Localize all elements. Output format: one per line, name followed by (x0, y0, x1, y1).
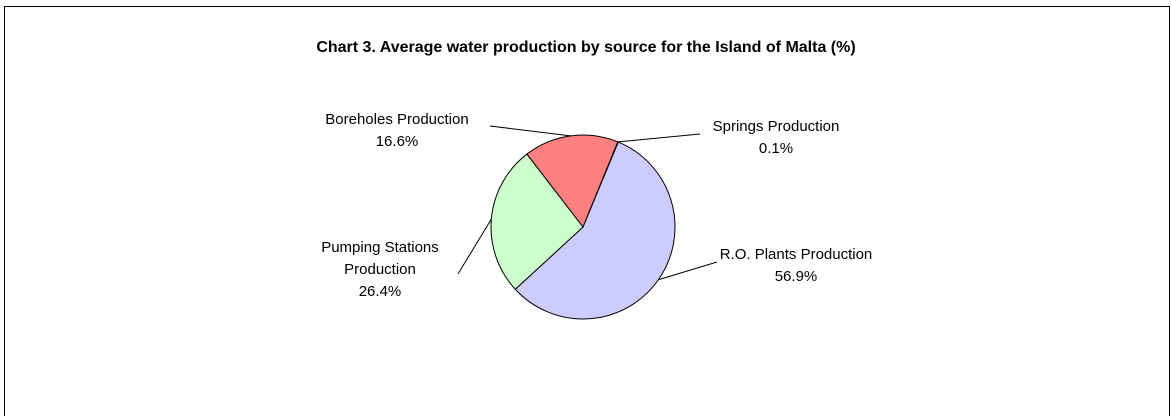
slice-name-label: Springs Production (713, 118, 840, 135)
slice-label-0: Springs Production 0.1% (713, 118, 840, 157)
slice-label-3: Boreholes Production 16.6% (325, 111, 468, 150)
slice-value-label: 16.6% (376, 133, 419, 150)
pie-slice-3 (526, 134, 619, 228)
leader-line-2 (457, 218, 492, 275)
slice-labels: Springs Production 0.1% R.O. Plants Produc… (321, 111, 872, 300)
pie-slice-1 (514, 141, 676, 320)
pie-slices (490, 134, 676, 320)
leader-line-3 (489, 125, 571, 137)
slice-value-label: 26.4% (359, 283, 402, 300)
slice-name-label: Pumping Stations (321, 239, 439, 256)
pie-slice-2 (490, 153, 584, 290)
chart-title: Chart 3. Average water production by sou… (316, 39, 855, 56)
slice-value-label: 0.1% (759, 140, 793, 157)
leader-line-1 (658, 261, 718, 281)
slice-value-label: 56.9% (775, 268, 818, 285)
slice-label-1: R.O. Plants Production 56.9% (720, 246, 873, 285)
slice-name-label: Boreholes Production (325, 111, 468, 128)
leader-lines (457, 125, 718, 281)
slice-label-2: Pumping Stations Production 26.4% (321, 239, 439, 300)
leader-line-0 (617, 133, 701, 143)
slice-name-label: Production (344, 261, 416, 278)
slice-name-label: R.O. Plants Production (720, 246, 873, 263)
